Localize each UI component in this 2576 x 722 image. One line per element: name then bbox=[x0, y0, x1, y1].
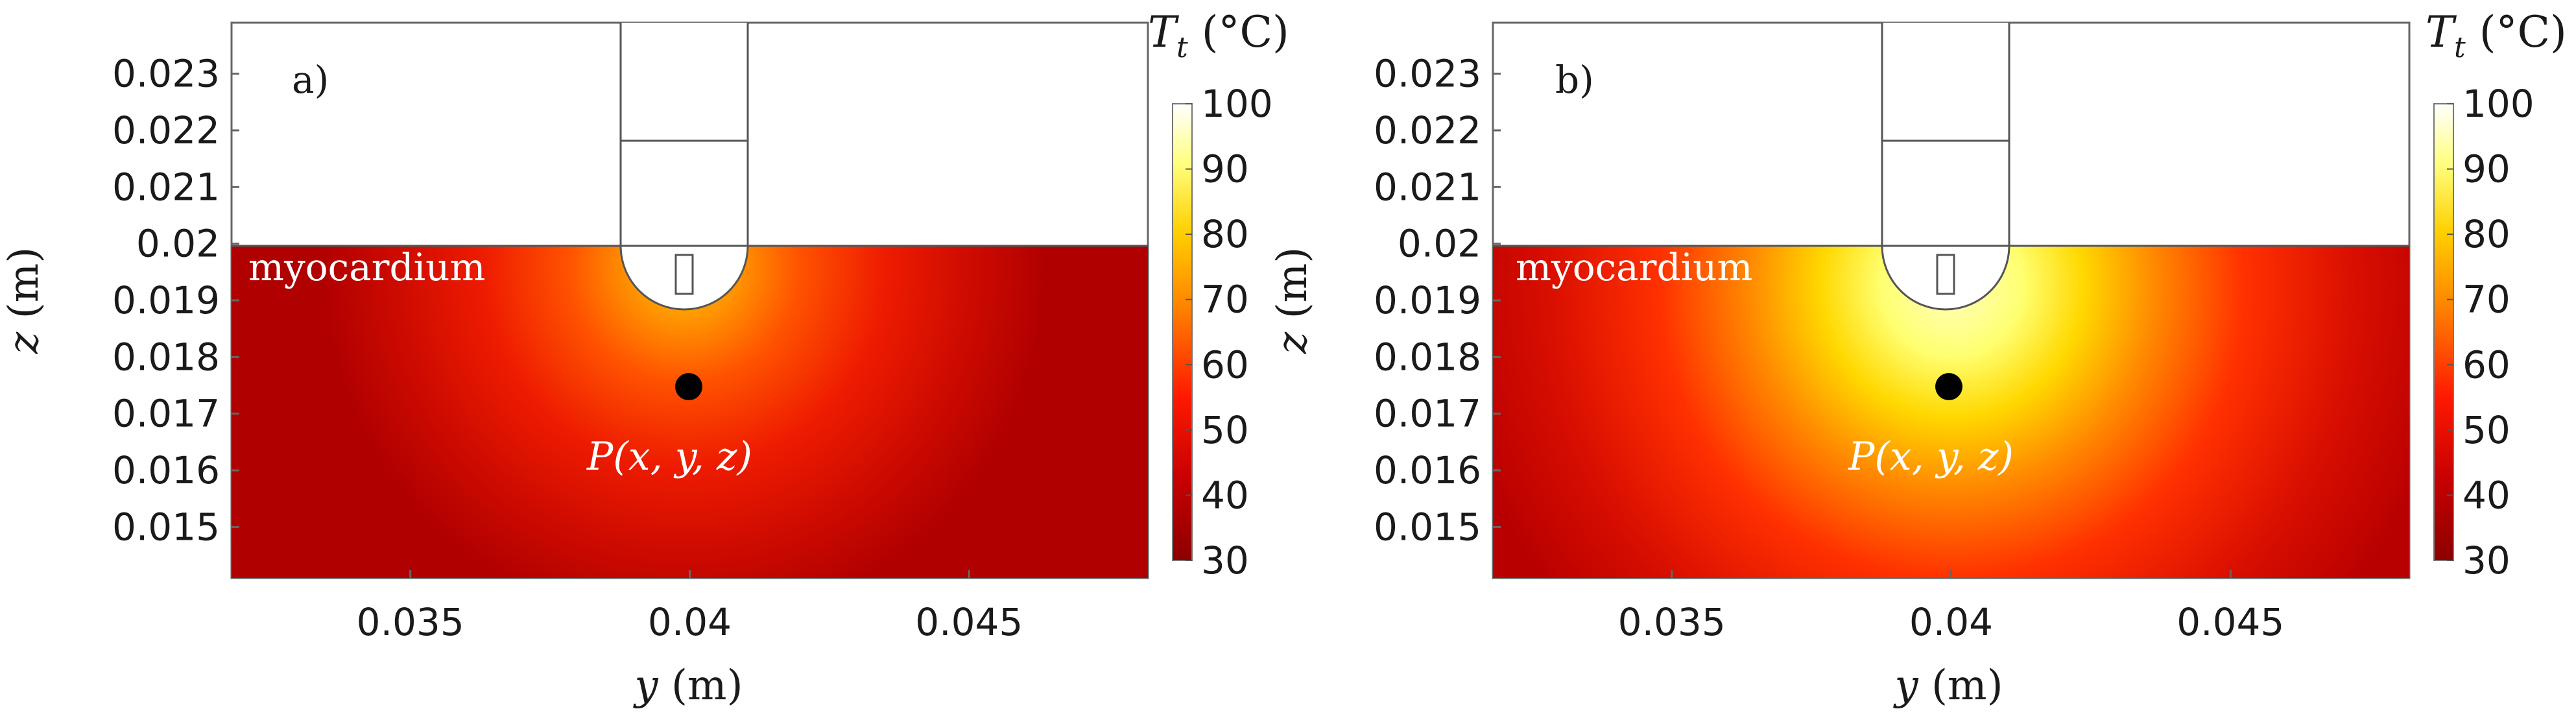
colorbar-tick-label: 40 bbox=[1201, 473, 1249, 517]
colorbar-tick-label: 60 bbox=[1201, 343, 1249, 387]
x-tick-label: 0.04 bbox=[1909, 600, 1993, 644]
colorbar-tick-label: 70 bbox=[2463, 278, 2510, 322]
colorbar-tick-label: 50 bbox=[1201, 408, 1249, 452]
y-tick-label: 0.02 bbox=[136, 222, 220, 266]
point-label-b: P(x, y, z) bbox=[1848, 434, 2014, 479]
catheter-sensor-b bbox=[1936, 254, 1955, 295]
y-tick-label: 0.015 bbox=[1374, 505, 1481, 549]
measurement-point-a bbox=[675, 373, 702, 400]
colorbar-title-a: Tt (°C) bbox=[1148, 7, 1289, 64]
y-axis-variable: z bbox=[0, 331, 48, 354]
colorbar-b bbox=[2433, 103, 2454, 561]
y-tick-label: 0.022 bbox=[1374, 108, 1481, 152]
y-tick-label: 0.016 bbox=[112, 448, 220, 492]
colorbar-ticks-b: 100 90 80 70 60 50 40 30 bbox=[2447, 82, 2534, 583]
colorbar-title-symbol: T bbox=[2426, 7, 2457, 57]
y-tick-label: 0.019 bbox=[1374, 278, 1481, 322]
x-axis-unit: (m) bbox=[1918, 662, 2003, 710]
x-tick-label: 0.035 bbox=[357, 600, 464, 644]
y-axis-label-a: z (m) bbox=[0, 247, 48, 355]
colorbar-tick-label: 30 bbox=[1201, 538, 1249, 583]
colorbar-tick-label: 90 bbox=[2463, 147, 2510, 191]
x-axis-label-a: y (m) bbox=[632, 662, 743, 710]
y-axis-variable: z bbox=[1269, 331, 1317, 354]
colorbar-title-subscript: t bbox=[1176, 31, 1188, 64]
colorbar-tick-label: 80 bbox=[1201, 212, 1249, 256]
measurement-point-b bbox=[1935, 373, 1962, 400]
y-axis-label-b: z (m) bbox=[1269, 247, 1317, 355]
y-tick-label: 0.021 bbox=[112, 165, 220, 209]
panel-a: a) myocardium P(x, y, z) 0.035 0.04 0.045 … bbox=[0, 7, 1289, 710]
colorbar-a bbox=[1172, 103, 1193, 561]
y-tick-label: 0.023 bbox=[112, 52, 220, 96]
y-tick-label: 0.023 bbox=[1374, 52, 1481, 96]
y-tick-label: 0.016 bbox=[1374, 448, 1481, 492]
y-ticks-a: 0.015 0.016 0.017 0.018 0.019 0.02 0.021 0.022 0… bbox=[112, 52, 239, 549]
colorbar-tick-label: 100 bbox=[1201, 82, 1273, 126]
y-tick-label: 0.019 bbox=[112, 278, 220, 322]
panel-b: b) myocardium P(x, y, z) 0.035 0.04 0.045 … bbox=[1269, 7, 2567, 710]
colorbar-tick-label: 70 bbox=[1201, 278, 1249, 322]
y-tick-label: 0.018 bbox=[112, 335, 220, 379]
colorbar-tick-label: 90 bbox=[1201, 147, 1249, 191]
x-tick-label: 0.035 bbox=[1618, 600, 1726, 644]
colorbar-title-unit: (°C) bbox=[2466, 7, 2567, 57]
region-label-b: myocardium bbox=[1516, 245, 1753, 289]
y-tick-label: 0.021 bbox=[1374, 165, 1481, 209]
x-tick-label: 0.04 bbox=[648, 600, 732, 644]
x-axis-variable: y bbox=[632, 662, 658, 710]
x-ticks-b: 0.035 0.04 0.045 bbox=[1618, 570, 2284, 644]
colorbar-tick-label: 30 bbox=[2463, 538, 2510, 583]
catheter-sensor-a bbox=[674, 254, 694, 295]
colorbar-ticks-a: 100 90 80 70 60 50 40 30 bbox=[1186, 82, 1273, 583]
y-tick-label: 0.015 bbox=[112, 505, 220, 549]
y-axis-unit: (m) bbox=[1269, 247, 1317, 332]
y-tick-label: 0.02 bbox=[1398, 222, 1481, 266]
panel-letter-b: b) bbox=[1555, 58, 1594, 102]
colorbar-tick-label: 100 bbox=[2463, 82, 2534, 126]
y-tick-label: 0.018 bbox=[1374, 335, 1481, 379]
colorbar-tick-label: 80 bbox=[2463, 212, 2510, 256]
x-tick-label: 0.045 bbox=[2176, 600, 2284, 644]
catheter-b bbox=[1881, 23, 2010, 311]
colorbar-title-unit: (°C) bbox=[1188, 7, 1289, 57]
colorbar-tick-label: 40 bbox=[2463, 473, 2510, 517]
x-axis-unit: (m) bbox=[658, 662, 743, 710]
x-tick-label: 0.045 bbox=[915, 600, 1023, 644]
x-axis-variable: y bbox=[1892, 662, 1918, 710]
colorbar-title-symbol: T bbox=[1148, 7, 1180, 57]
colorbar-title-subscript: t bbox=[2454, 31, 2466, 64]
panel-letter-a: a) bbox=[292, 58, 329, 102]
colorbar-tick-label: 50 bbox=[2463, 408, 2510, 452]
region-label-a: myocardium bbox=[248, 245, 486, 289]
colorbar-tick-label: 60 bbox=[2463, 343, 2510, 387]
y-axis-unit: (m) bbox=[0, 247, 48, 332]
catheter-a bbox=[619, 23, 749, 311]
x-axis-label-b: y (m) bbox=[1892, 662, 2003, 710]
x-ticks-a: 0.035 0.04 0.045 bbox=[357, 570, 1023, 644]
y-tick-label: 0.017 bbox=[112, 392, 220, 436]
y-ticks-b: 0.015 0.016 0.017 0.018 0.019 0.02 0.021 0.022 0… bbox=[1374, 52, 1501, 549]
y-tick-label: 0.017 bbox=[1374, 392, 1481, 436]
point-label-a: P(x, y, z) bbox=[586, 434, 752, 479]
colorbar-title-b: Tt (°C) bbox=[2426, 7, 2567, 64]
y-tick-label: 0.022 bbox=[112, 108, 220, 152]
